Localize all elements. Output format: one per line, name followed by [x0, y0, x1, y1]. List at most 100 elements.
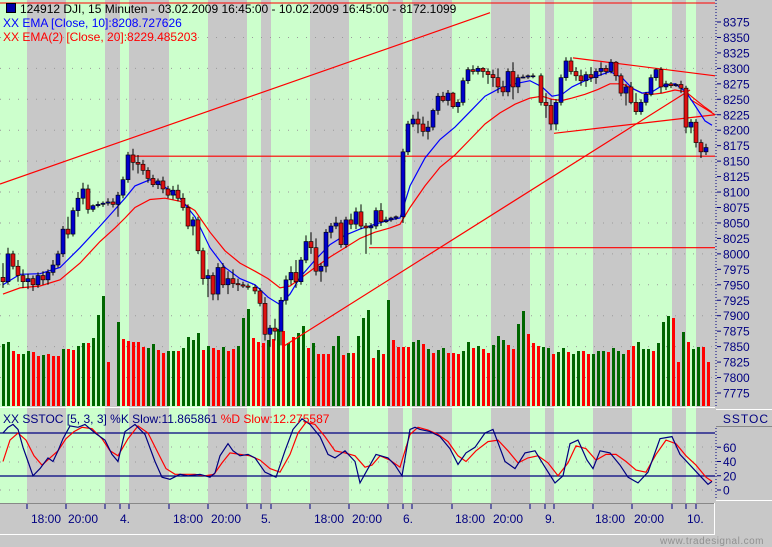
candle[interactable] [455, 102, 461, 108]
candle[interactable] [368, 225, 374, 229]
candle[interactable] [272, 327, 278, 332]
candle[interactable] [308, 241, 314, 248]
candle[interactable] [215, 267, 221, 295]
candle[interactable] [510, 71, 516, 88]
trendline[interactable] [282, 89, 691, 348]
candle[interactable] [410, 118, 416, 125]
candle[interactable] [363, 225, 369, 229]
candle[interactable] [415, 118, 421, 125]
candle[interactable] [175, 189, 181, 199]
candle[interactable] [5, 253, 11, 283]
candle[interactable] [628, 86, 634, 103]
candle[interactable] [155, 180, 161, 185]
candle[interactable] [235, 283, 241, 286]
candle[interactable] [353, 211, 359, 225]
candle[interactable] [593, 71, 599, 78]
candle[interactable] [568, 60, 574, 72]
candle[interactable] [578, 75, 584, 82]
candle[interactable] [643, 94, 649, 103]
candle[interactable] [165, 188, 171, 196]
candle[interactable] [348, 219, 354, 225]
candle[interactable] [633, 102, 639, 112]
candle[interactable] [230, 278, 236, 284]
candle[interactable] [288, 272, 294, 281]
candle[interactable] [135, 162, 141, 165]
candle[interactable] [70, 210, 76, 235]
candle[interactable] [460, 80, 466, 103]
candle[interactable] [388, 217, 394, 221]
candle[interactable] [673, 84, 679, 86]
candle[interactable] [65, 228, 71, 235]
candle[interactable] [678, 84, 684, 89]
candle[interactable] [293, 272, 299, 282]
candle[interactable] [485, 71, 491, 75]
candle[interactable] [120, 179, 126, 196]
candle[interactable] [328, 225, 334, 233]
candle[interactable] [490, 74, 496, 78]
candle[interactable] [220, 267, 226, 286]
candle[interactable] [75, 197, 81, 211]
candle[interactable] [435, 95, 441, 111]
candle[interactable] [170, 189, 176, 196]
candle[interactable] [393, 216, 399, 219]
candle[interactable] [445, 92, 451, 101]
candle[interactable] [450, 92, 456, 108]
candle[interactable] [160, 180, 166, 190]
candle[interactable] [378, 210, 384, 223]
candle[interactable] [125, 154, 131, 180]
candle[interactable] [85, 188, 91, 210]
candle[interactable] [520, 76, 526, 79]
trendline[interactable] [0, 12, 491, 185]
candle[interactable] [373, 210, 379, 227]
candle[interactable] [262, 303, 268, 335]
candle[interactable] [150, 178, 156, 185]
candle[interactable] [505, 71, 511, 93]
candle[interactable] [618, 75, 624, 94]
candle[interactable] [90, 205, 96, 210]
ema10-legend[interactable]: XX EMA [Close, 10]:8208.727626 [3, 16, 182, 30]
candle[interactable] [553, 102, 559, 125]
candle[interactable] [470, 69, 476, 72]
candle[interactable] [698, 142, 704, 153]
candle[interactable] [703, 147, 709, 153]
candle[interactable] [60, 228, 66, 255]
candle[interactable] [195, 219, 201, 252]
candle[interactable] [688, 121, 694, 128]
candle[interactable] [420, 123, 426, 132]
candle[interactable] [95, 204, 101, 206]
candle[interactable] [298, 259, 304, 282]
candle[interactable] [588, 74, 594, 78]
candle[interactable] [25, 278, 31, 283]
candle[interactable] [658, 69, 664, 88]
candle[interactable] [653, 69, 659, 78]
candle[interactable] [400, 151, 406, 218]
candle[interactable] [648, 77, 654, 95]
candle[interactable] [35, 275, 41, 286]
candle[interactable] [80, 188, 86, 199]
candle[interactable] [20, 275, 26, 282]
candle[interactable] [303, 241, 309, 261]
candle[interactable] [530, 75, 536, 78]
candle[interactable] [145, 170, 151, 179]
candle[interactable] [225, 278, 231, 286]
candle[interactable] [515, 77, 521, 88]
candle[interactable] [15, 265, 21, 276]
ema20-legend[interactable]: XX EMA(2) [Close, 20]:8229.485203 [3, 30, 198, 44]
candle[interactable] [638, 102, 644, 112]
candle[interactable] [338, 222, 344, 245]
candle[interactable] [500, 86, 506, 93]
candle[interactable] [45, 272, 51, 281]
candle[interactable] [613, 61, 619, 77]
candle[interactable] [465, 69, 471, 82]
oscillator-legend[interactable]: XX SSTOC [5, 3, 3] %K Slow:11.865861 %D … [3, 412, 329, 426]
candle[interactable] [693, 121, 699, 143]
candle[interactable] [425, 126, 431, 132]
candle[interactable] [603, 68, 609, 72]
candle[interactable] [573, 71, 579, 77]
candle[interactable] [257, 290, 263, 304]
candle[interactable] [40, 275, 46, 281]
candle[interactable] [495, 77, 501, 88]
candle[interactable] [55, 253, 61, 266]
candle[interactable] [538, 75, 544, 103]
